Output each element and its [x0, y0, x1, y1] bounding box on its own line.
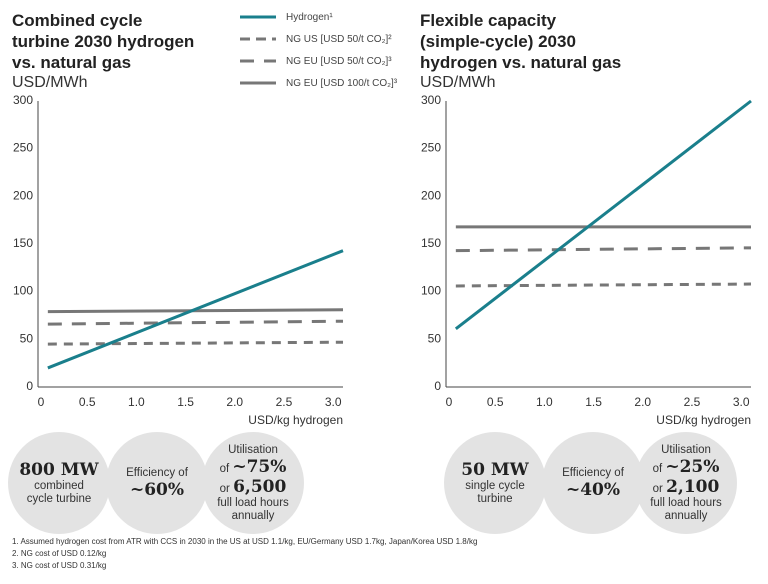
- charts-canvas: 0 50 100 150 200 250 300 0 0.5 1.0 1.5 2.0 2.5 3.0 USD…: [13, 93, 752, 427]
- info-circle: 50 MW single cycle turbine: [444, 432, 546, 534]
- info-circle: Efficiency of ~40%: [542, 432, 644, 534]
- utilisation-value: ~75%: [232, 456, 287, 477]
- x-tick-label: 3.0: [733, 395, 750, 409]
- of-label: of: [219, 462, 230, 475]
- legend-swatch: [240, 81, 276, 85]
- x-tick-label: 0.5: [487, 395, 504, 409]
- turbine-type: combined cycle turbine: [26, 480, 92, 505]
- x-tick-label: 1.0: [128, 395, 145, 409]
- utilisation-value: ~25%: [665, 456, 720, 477]
- legend-label: NG EU [USD 50/t CO₂]³: [286, 55, 392, 67]
- legend-swatch: [240, 59, 276, 63]
- title-line: hydrogen vs. natural gas: [420, 53, 622, 72]
- y-tick-label: 200: [13, 188, 33, 202]
- series-line: [455, 282, 752, 288]
- turbine-type: single cycle turbine: [465, 480, 525, 505]
- efficiency-value: ~40%: [565, 479, 621, 500]
- x-tick-label: 0: [446, 395, 453, 409]
- series-line: [454, 99, 752, 331]
- legend-label: NG EU [USD 100/t CO₂]³: [286, 77, 398, 89]
- y-tick-label: 300: [13, 93, 33, 107]
- left-y-unit: USD/MWh: [12, 74, 88, 91]
- legend-item: NG US [USD 50/t CO₂]²: [240, 28, 397, 50]
- capacity-value: 50 MW: [461, 460, 529, 480]
- x-tick-label: 3.0: [325, 395, 342, 409]
- footnotes: 1. Assumed hydrogen cost from ATR with C…: [12, 536, 477, 572]
- series-line: [47, 340, 344, 346]
- y-tick-label: 100: [13, 284, 33, 298]
- title-line: turbine 2030 hydrogen: [12, 32, 195, 51]
- series-line: [47, 319, 344, 326]
- hours-value: 2,100: [666, 476, 720, 497]
- efficiency-label: Efficiency of: [126, 466, 188, 479]
- y-tick-label: 50: [20, 331, 34, 345]
- y-tick-label: 100: [421, 284, 441, 298]
- utilisation-label: Utilisation: [228, 443, 278, 456]
- legend-item: NG EU [USD 100/t CO₂]³: [240, 72, 397, 94]
- hours-label: full load hours annually: [217, 496, 289, 522]
- utilisation-label: Utilisation: [661, 443, 711, 456]
- hours-label: full load hours annually: [650, 496, 722, 522]
- legend-item: NG EU [USD 50/t CO₂]³: [240, 50, 397, 72]
- legend-label: Hydrogen¹: [286, 11, 333, 23]
- capacity-value: 800 MW: [19, 460, 99, 480]
- x-tick-label: 2.5: [276, 395, 293, 409]
- title-line: vs. natural gas: [12, 53, 132, 72]
- of-label: of: [652, 462, 663, 475]
- x-tick-label: 0.5: [79, 395, 96, 409]
- x-tick-label: 1.5: [177, 395, 194, 409]
- title-line: Flexible capacity: [420, 11, 557, 30]
- series-line: [47, 249, 344, 370]
- y-tick-label: 250: [13, 141, 33, 155]
- hours-value: 6,500: [233, 476, 287, 497]
- footnote: 2. NG cost of USD 0.12/kg: [12, 549, 107, 558]
- info-circle: Utilisation of ~75% or 6,500 full load hour…: [202, 432, 304, 534]
- y-tick-label: 0: [434, 379, 441, 393]
- y-tick-label: 300: [421, 93, 441, 107]
- x-tick-label: 2.0: [634, 395, 651, 409]
- y-tick-label: 50: [428, 331, 442, 345]
- y-tick-label: 250: [421, 141, 441, 155]
- x-axis-label: USD/kg hydrogen: [248, 413, 343, 427]
- info-circle: Utilisation of ~25% or 2,100 full load hour…: [635, 432, 737, 534]
- x-tick-label: 1.0: [536, 395, 553, 409]
- title-line: (simple-cycle) 2030: [420, 32, 576, 51]
- left-chart-title: Combined cycle turbine 2030 hydrogen vs.…: [12, 10, 194, 73]
- info-circle: 800 MW combined cycle turbine: [8, 432, 110, 534]
- footnote: 3. NG cost of USD 0.31/kg: [12, 561, 107, 570]
- right-y-unit: USD/MWh: [420, 74, 496, 91]
- footnote: 1. Assumed hydrogen cost from ATR with C…: [12, 537, 478, 546]
- efficiency-label: Efficiency of: [562, 466, 624, 479]
- y-tick-label: 0: [26, 379, 33, 393]
- legend-swatch: [240, 15, 276, 19]
- or-label: or: [652, 482, 663, 495]
- or-label: or: [219, 482, 230, 495]
- title-line: Combined cycle: [12, 11, 143, 30]
- efficiency-value: ~60%: [129, 479, 185, 500]
- x-tick-label: 0: [38, 395, 45, 409]
- y-tick-label: 150: [13, 236, 33, 250]
- x-axis-label: USD/kg hydrogen: [656, 413, 751, 427]
- legend-label: NG US [USD 50/t CO₂]²: [286, 33, 392, 45]
- legend: Hydrogen¹ NG US [USD 50/t CO₂]² NG EU [U…: [240, 6, 397, 94]
- legend-swatch: [240, 37, 276, 41]
- x-tick-label: 1.5: [585, 395, 602, 409]
- series-line: [455, 246, 752, 253]
- info-circle: Efficiency of ~60%: [106, 432, 208, 534]
- y-tick-label: 150: [421, 236, 441, 250]
- legend-item: Hydrogen¹: [240, 6, 397, 28]
- x-tick-label: 2.5: [684, 395, 701, 409]
- right-chart-title: Flexible capacity (simple-cycle) 2030 hy…: [420, 10, 621, 73]
- y-tick-label: 200: [421, 188, 441, 202]
- x-tick-label: 2.0: [226, 395, 243, 409]
